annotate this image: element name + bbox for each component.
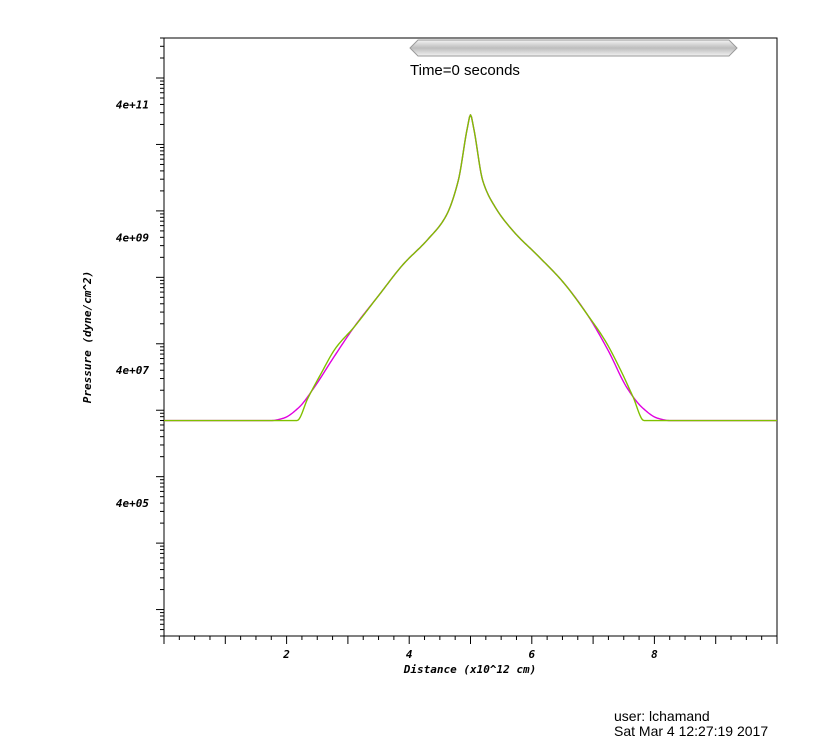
y-tick-label: 4e+05 [116,497,149,510]
x-tick-label: 4 [406,648,413,661]
y-axis-title: Pressure (dyne/cm^2) [81,271,94,403]
x-tick-label: 8 [651,648,658,661]
y-tick-label: 4e+09 [116,231,149,244]
x-axis-title: Distance (x10^12 cm) [403,663,536,676]
y-tick-label: 4e+11 [116,98,149,111]
time-slider[interactable] [409,39,738,57]
x-tick-label: 2 [282,648,290,661]
y-axis-ticks: 4e+05 4e+07 4e+09 4e+11 [116,37,164,637]
time-annotation: Time=0 seconds [410,62,520,79]
series-line-1 [164,114,777,422]
x-axis-ticks: 2 4 6 8 [163,636,778,661]
footer-user: user: lchamand [614,708,710,724]
footer-date: Sat Mar 4 12:27:19 2017 [614,723,769,739]
series-group [164,114,777,422]
plot-frame [163,37,778,637]
series-line-2 [164,114,777,422]
y-tick-label: 4e+07 [116,364,149,377]
x-tick-label: 6 [528,648,535,661]
